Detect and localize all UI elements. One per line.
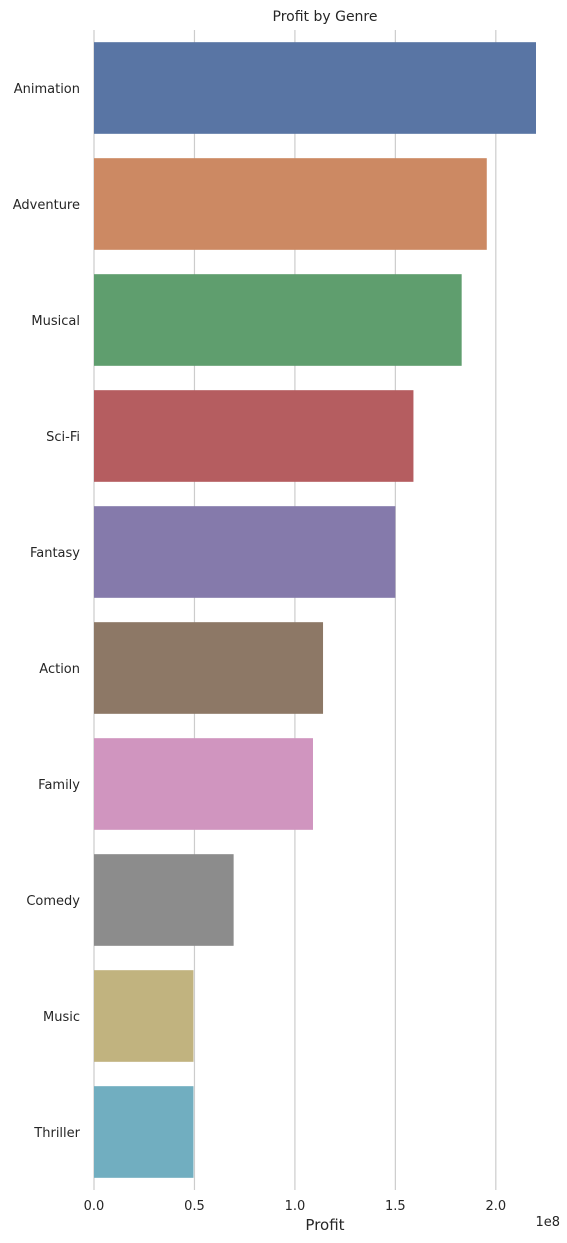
category-label: Sci-Fi (46, 430, 80, 445)
category-labels: Animation Adventure Musical Sci-Fi Fantasy Ac… (13, 82, 81, 1141)
category-label: Musical (31, 314, 80, 329)
bar-music (94, 970, 193, 1062)
category-label: Action (39, 662, 80, 677)
chart-title: Profit by Genre (273, 9, 378, 25)
bar-sci-fi (94, 390, 413, 482)
bar-family (94, 738, 313, 830)
category-label: Thriller (33, 1126, 80, 1141)
category-label: Music (43, 1010, 80, 1025)
x-tick-label: 1.5 (385, 1199, 406, 1214)
x-tick-label: 1.0 (285, 1199, 306, 1214)
bars (94, 42, 536, 1178)
bar-musical (94, 274, 462, 366)
x-tick-label: 0.0 (84, 1199, 105, 1214)
bar-thriller (94, 1086, 193, 1178)
x-tick-label: 0.5 (184, 1199, 205, 1214)
bar-action (94, 622, 323, 714)
category-label: Family (38, 778, 80, 793)
bar-fantasy (94, 506, 395, 598)
category-label: Animation (14, 82, 80, 97)
x-axis-label: Profit (305, 1216, 344, 1234)
x-tick-label: 2.0 (485, 1199, 506, 1214)
bar-comedy (94, 854, 234, 946)
x-tick-labels: 0.0 0.5 1.0 1.5 2.0 (84, 1199, 507, 1214)
bar-adventure (94, 158, 487, 250)
x-axis-offset-label: 1e8 (535, 1215, 560, 1230)
category-label: Fantasy (30, 546, 80, 561)
category-label: Comedy (26, 894, 80, 909)
category-label: Adventure (13, 198, 80, 213)
bar-animation (94, 42, 536, 134)
